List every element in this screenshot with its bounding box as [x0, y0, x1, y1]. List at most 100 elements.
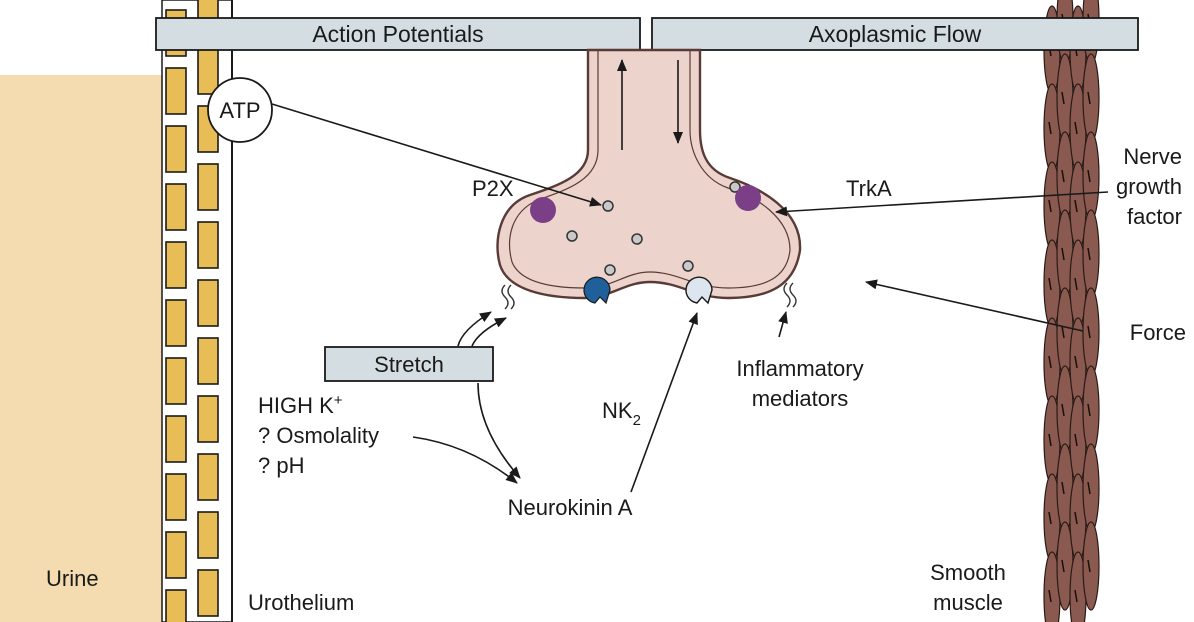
- ngf-label-line2: growth: [1116, 174, 1182, 199]
- trka-label: TrkA: [846, 176, 892, 201]
- stretch-to-neurokinin-arrow: [477, 382, 521, 479]
- high-k-sup: +: [334, 392, 343, 409]
- urothelium-cell: [165, 415, 187, 463]
- urothelium-cell: [165, 125, 187, 173]
- muscle-fiber: [1082, 443, 1100, 533]
- urothelium-cell: [197, 453, 219, 501]
- inflammatory-label-line1: Inflammatory: [736, 356, 863, 381]
- smooth-muscle-layer: [1043, 0, 1100, 622]
- neurokinin-label: Neurokinin A: [508, 495, 633, 520]
- force-label: Force: [1130, 320, 1186, 345]
- muscle-nucleus: [1087, 481, 1091, 495]
- inflammatory-label-line2: mediators: [752, 386, 849, 411]
- muscle-nucleus: [1061, 403, 1065, 417]
- urothelium-cell: [165, 241, 187, 289]
- urothelium-cell: [197, 47, 219, 95]
- muscle-nucleus: [1048, 277, 1052, 291]
- urothelium-cell: [197, 395, 219, 443]
- urothelium-cell: [197, 279, 219, 327]
- action-potentials-banner: Action Potentials: [155, 17, 641, 51]
- stretch-label: Stretch: [374, 352, 444, 377]
- atp-arrow: [271, 103, 602, 207]
- muscle-nucleus: [1074, 355, 1078, 369]
- nk2-sub: 2: [633, 412, 641, 429]
- muscle-nucleus: [1048, 199, 1052, 213]
- muscle-fiber: [1082, 287, 1100, 377]
- stretch-channel-right: [783, 282, 797, 308]
- muscle-nucleus: [1048, 355, 1052, 369]
- muscle-fiber: [1082, 131, 1100, 221]
- muscle-nucleus: [1061, 481, 1065, 495]
- ph-label: ? pH: [258, 453, 304, 478]
- nk-receptor-dark: [583, 276, 611, 305]
- nk2-text: NK: [602, 398, 633, 423]
- p2x-receptor: [530, 197, 556, 223]
- force-arrow: [865, 279, 1084, 332]
- ngf-label-line3: factor: [1127, 204, 1182, 229]
- urothelium-label: Urothelium: [248, 590, 354, 615]
- muscle-nucleus: [1087, 325, 1091, 339]
- stretch-to-channel-arrow-1: [457, 311, 492, 347]
- nerve-terminal: [496, 48, 802, 310]
- muscle-nucleus: [1087, 559, 1091, 573]
- muscle-nucleus: [1074, 121, 1078, 135]
- urothelium-cell: [165, 183, 187, 231]
- axoplasmic-flow-label: Axoplasmic Flow: [809, 21, 982, 47]
- urothelium-cell: [197, 337, 219, 385]
- muscle-fiber: [1082, 365, 1100, 455]
- muscle-nucleus: [1074, 589, 1078, 603]
- nk2-receptor: [685, 276, 713, 305]
- high-k-text: HIGH K: [258, 393, 334, 418]
- atp-label: ATP: [219, 98, 260, 123]
- muscle-nucleus: [1087, 403, 1091, 417]
- muscle-nucleus: [1061, 169, 1065, 183]
- muscle-nucleus: [1087, 247, 1091, 261]
- muscle-nucleus: [1048, 589, 1052, 603]
- muscle-nucleus: [1048, 433, 1052, 447]
- osmolality-label: ? Osmolality: [258, 423, 379, 448]
- urothelium-cell: [165, 357, 187, 405]
- action-potentials-label: Action Potentials: [312, 21, 483, 47]
- vesicles: [566, 181, 741, 276]
- urothelium-cell: [197, 163, 219, 211]
- urine-label: Urine: [46, 566, 99, 591]
- neurokinin-to-nk2-arrow: [630, 312, 698, 493]
- urothelium-cell: [197, 511, 219, 559]
- ngf-label-line1: Nerve: [1123, 144, 1182, 169]
- urothelium-cell: [165, 589, 187, 622]
- urothelium-cell: [165, 67, 187, 115]
- muscle-nucleus: [1074, 433, 1078, 447]
- muscle-fiber: [1082, 209, 1100, 299]
- axoplasmic-flow-banner: Axoplasmic Flow: [651, 17, 1139, 51]
- muscle-nucleus: [1087, 169, 1091, 183]
- urine-region: [0, 75, 162, 622]
- ngf-arrow: [775, 191, 1109, 217]
- urothelium-cell: [197, 221, 219, 269]
- nerve-terminal-outer: [496, 48, 802, 300]
- muscle-nucleus: [1048, 511, 1052, 525]
- muscle-fiber: [1082, 521, 1100, 611]
- muscle-nucleus: [1074, 277, 1078, 291]
- high-k-label: HIGH K+: [258, 392, 343, 418]
- urothelium-cell: [165, 473, 187, 521]
- nk2-label: NK2: [602, 398, 641, 429]
- muscle-nucleus: [1061, 559, 1065, 573]
- muscle-nucleus: [1074, 199, 1078, 213]
- muscle-nucleus: [1061, 247, 1065, 261]
- inflammatory-arrow: [778, 311, 788, 338]
- urothelium-cell: [165, 531, 187, 579]
- trka-receptor: [735, 185, 761, 211]
- osmolality-to-neurokinin-arrow: [412, 436, 518, 484]
- muscle-fiber: [1082, 53, 1100, 143]
- stretch-box: Stretch: [324, 346, 494, 382]
- p2x-label: P2X: [472, 176, 514, 201]
- atp-node: ATP: [207, 77, 273, 143]
- muscle-nucleus: [1061, 91, 1065, 105]
- muscle-nucleus: [1061, 325, 1065, 339]
- urothelium-cell: [165, 299, 187, 347]
- stretch-to-channel-arrow-2: [471, 317, 507, 347]
- muscle-nucleus: [1048, 121, 1052, 135]
- stretch-channel-left: [501, 284, 515, 310]
- muscle-nucleus: [1087, 91, 1091, 105]
